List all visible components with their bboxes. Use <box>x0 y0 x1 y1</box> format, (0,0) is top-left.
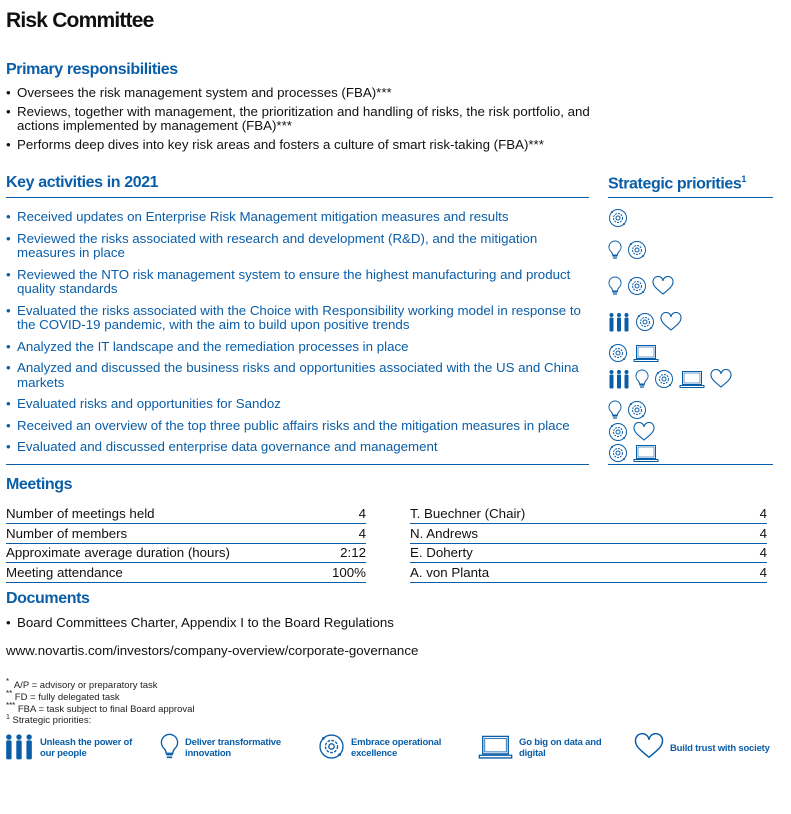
gear-icon <box>318 733 345 763</box>
list-item[interactable]: Board Committees Charter, Appendix I to … <box>6 615 394 631</box>
gear-icon <box>627 240 647 260</box>
activity-item: Evaluated the risks associated with the … <box>6 303 591 333</box>
heart-icon <box>652 275 674 296</box>
priority-icon-row <box>608 443 659 462</box>
gear-icon <box>627 400 647 420</box>
activity-item: Received an overview of the top three pu… <box>6 418 591 434</box>
divider <box>6 197 589 198</box>
activity-item: Analyzed the IT landscape and the remedi… <box>6 339 591 355</box>
gear-icon <box>608 422 628 442</box>
table-row: Number of members 4 <box>6 523 366 544</box>
activities-list: Received updates on Enterprise Risk Mana… <box>6 209 591 462</box>
activity-item: Reviewed the NTO risk management system … <box>6 267 591 297</box>
footnote: *** FBA = task subject to final Board ap… <box>6 701 195 716</box>
legend-label: Build trust with society <box>670 742 770 754</box>
heart-icon <box>633 421 655 442</box>
table-row: Approximate average duration (hours) 2:12 <box>6 543 366 563</box>
legend-item: Go big on data and digital <box>478 733 624 763</box>
heart-icon <box>710 368 732 389</box>
list-item: Performs deep dives into key risk areas … <box>6 137 596 153</box>
documents-heading: Documents <box>6 590 90 607</box>
table-row: T. Buechner (Chair) 4 <box>410 504 767 524</box>
divider <box>608 197 773 198</box>
table-row: N. Andrews 4 <box>410 523 767 544</box>
people-icon <box>608 312 630 332</box>
priority-icon-row <box>608 208 628 227</box>
divider <box>608 464 773 465</box>
divider <box>6 464 589 465</box>
bulb-icon <box>608 275 622 296</box>
table-row: A. von Planta 4 <box>410 562 767 583</box>
gear-icon <box>608 343 628 363</box>
gear-icon <box>627 276 647 296</box>
activity-item: Analyzed and discussed the business risk… <box>6 360 591 390</box>
primary-heading: Primary responsibilities <box>6 61 178 78</box>
page-title: Risk Committee <box>6 9 154 32</box>
activity-item: Evaluated risks and opportunities for Sa… <box>6 396 591 412</box>
legend-item: Unleash the power of our people <box>4 733 145 763</box>
laptop-icon <box>633 443 659 463</box>
heart-icon <box>660 311 682 332</box>
bulb-icon <box>608 399 622 420</box>
heart-icon <box>634 732 664 763</box>
footnote: 1 Strategic priorities: <box>6 714 92 727</box>
bulb-icon <box>160 733 179 763</box>
gear-icon <box>608 208 628 228</box>
priority-icon-row <box>608 275 674 296</box>
footnote: * A/P = advisory or preparatory task <box>6 677 158 692</box>
gear-icon <box>608 443 628 463</box>
legend-label: Go big on data and digital <box>519 737 602 759</box>
documents-list: Board Committees Charter, Appendix I to … <box>6 615 394 631</box>
footnote: ** FD = fully delegated task <box>6 689 120 704</box>
people-icon <box>608 369 630 389</box>
table-row: E. Doherty 4 <box>410 543 767 563</box>
legend-item: Build trust with society <box>634 732 775 763</box>
table-row: Meeting attendance 100% <box>6 562 366 583</box>
priority-icon-row <box>608 239 647 260</box>
list-item: Reviews, together with management, the p… <box>6 104 596 134</box>
member-attendance-table: T. Buechner (Chair) 4 N. Andrews 4 E. Dohe… <box>410 504 767 583</box>
priority-icon-row <box>608 368 732 389</box>
priorities-heading: Strategic priorities1 <box>608 174 746 193</box>
list-item: Oversees the risk management system and … <box>6 85 596 101</box>
priority-icon-row <box>608 311 682 332</box>
laptop-icon <box>679 369 705 389</box>
priority-icon-row <box>608 343 659 362</box>
laptop-icon <box>633 343 659 363</box>
bulb-icon <box>608 239 622 260</box>
governance-link[interactable]: www.novartis.com/investors/company-overv… <box>6 643 419 658</box>
priority-icon-row <box>608 399 647 420</box>
meetings-heading: Meetings <box>6 476 73 493</box>
people-icon <box>4 733 34 763</box>
priority-icon-row <box>608 421 655 442</box>
table-row: Number of meetings held 4 <box>6 504 366 524</box>
legend-label: Unleash the power of our people <box>40 737 133 759</box>
activity-item: Evaluated and discussed enterprise data … <box>6 439 591 455</box>
meeting-stats-table: Number of meetings held 4 Number of membe… <box>6 504 366 583</box>
legend-item: Embrace operational excellence <box>318 733 456 763</box>
gear-icon <box>635 312 655 332</box>
primary-list: Oversees the risk management system and … <box>6 85 596 153</box>
legend-item: Deliver transformative innovation <box>160 733 290 763</box>
bulb-icon <box>635 368 649 389</box>
legend-label: Deliver transformative innovation <box>185 737 281 759</box>
laptop-icon <box>478 733 513 763</box>
activities-heading: Key activities in 2021 <box>6 174 159 191</box>
legend-label: Embrace operational excellence <box>351 737 442 759</box>
activity-item: Received updates on Enterprise Risk Mana… <box>6 209 591 225</box>
activity-item: Reviewed the risks associated with resea… <box>6 231 591 261</box>
gear-icon <box>654 369 674 389</box>
